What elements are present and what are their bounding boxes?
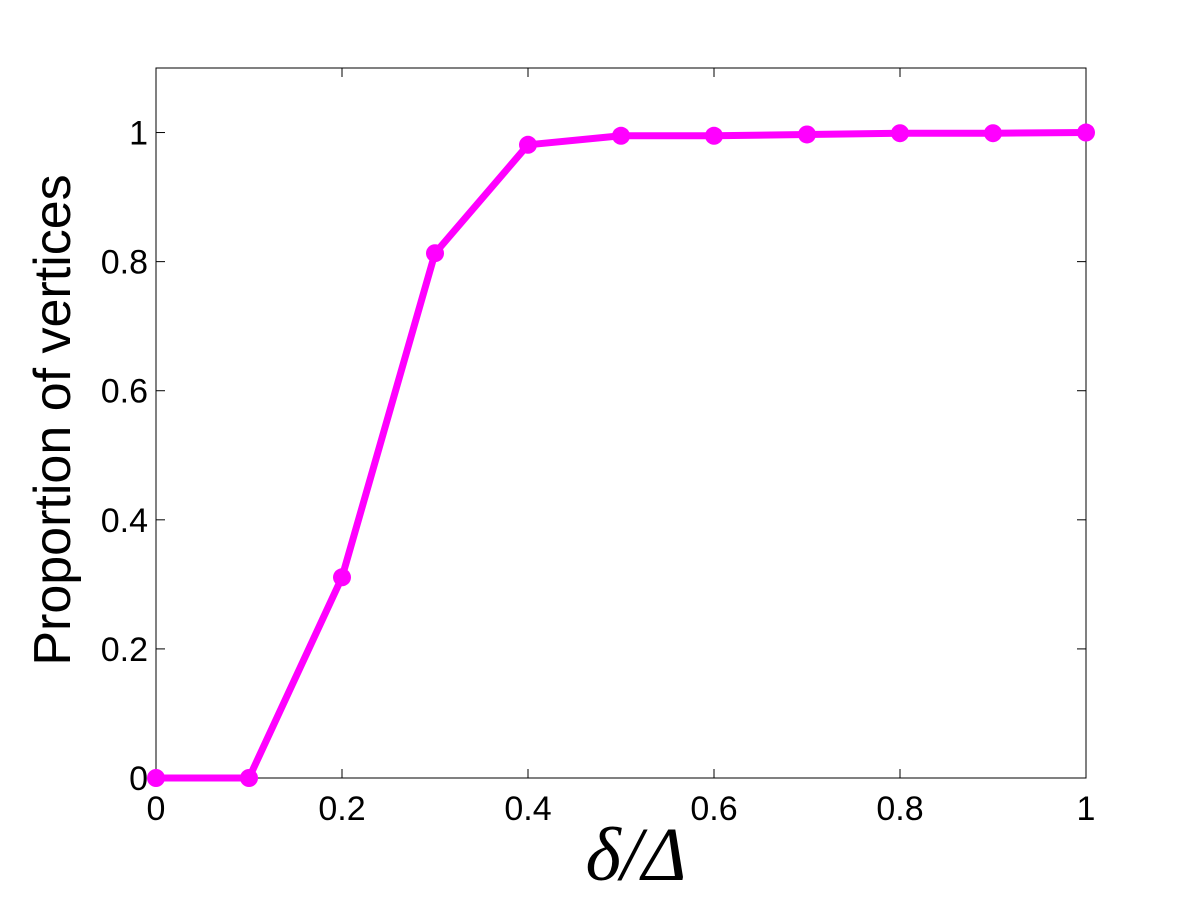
y-tick-label: 1: [129, 115, 148, 153]
marker: [705, 126, 723, 145]
x-tick-label: 0.8: [876, 790, 923, 828]
y-tick-label: 0.6: [101, 373, 148, 411]
marker: [1077, 123, 1095, 142]
marker: [798, 125, 816, 144]
marker: [984, 124, 1002, 143]
y-tick-label: 0.8: [101, 244, 148, 282]
x-tick-label: 0.6: [690, 790, 737, 828]
marker: [612, 126, 630, 145]
y-axis-label: Proportion of vertices: [24, 174, 82, 665]
y-tick-label: 0: [129, 760, 148, 798]
marker: [891, 124, 909, 143]
x-tick-label: 0.4: [504, 790, 551, 828]
x-tick-label: 0: [147, 790, 166, 828]
marker: [240, 769, 258, 787]
marker: [147, 769, 165, 787]
x-tick-label: 1: [1077, 790, 1096, 828]
x-axis-label: δ/Δ: [585, 813, 686, 897]
marker: [426, 244, 444, 263]
y-tick-label: 0.2: [101, 631, 148, 669]
y-tick-label: 0.4: [101, 502, 148, 540]
marker: [519, 135, 537, 154]
x-tick-label: 0.2: [318, 790, 365, 828]
marker: [333, 568, 351, 587]
plot-frame: [155, 67, 1087, 779]
